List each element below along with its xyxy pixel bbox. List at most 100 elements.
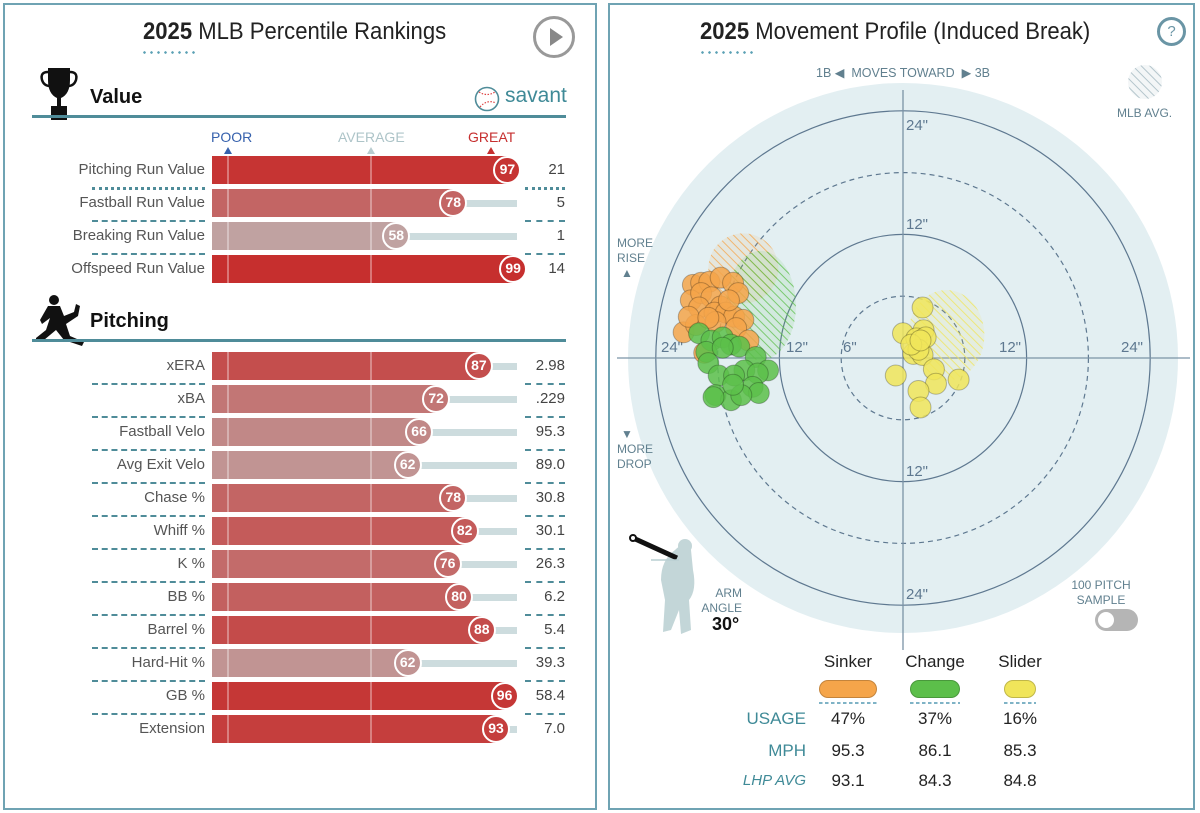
- mlb-avg-legend-icon: [1128, 65, 1162, 99]
- percentile-track: [491, 627, 517, 634]
- lhp-avg-value: 84.3: [918, 771, 952, 790]
- title-underline: [141, 51, 195, 54]
- percentile-track: [457, 561, 517, 568]
- lhp-avg-value: 93.1: [831, 771, 865, 790]
- row-separator: [92, 253, 205, 255]
- ring-label: 24": [906, 586, 928, 603]
- sinker-pitch-point: [717, 289, 740, 312]
- ring-label: 12": [906, 216, 928, 233]
- row-separator: [525, 713, 565, 715]
- mph-value: 86.1: [918, 741, 952, 760]
- percentile-title: 2025 MLB Percentile Rankings: [143, 18, 447, 45]
- mph-label: MPH: [768, 741, 806, 760]
- row-separator: [92, 680, 205, 682]
- row-label: BB %: [167, 588, 205, 605]
- row-separator: [92, 647, 205, 649]
- percentile-track: [506, 726, 517, 733]
- movement-chart: 24" 12" 6" 12" 24" 24" 12" 12" 24": [617, 65, 1190, 650]
- stat-value: 5: [556, 194, 565, 211]
- scale-label-average: AVERAGE: [338, 129, 405, 145]
- percentile-badge: 87: [464, 352, 493, 380]
- percentile-bar: [212, 451, 408, 479]
- baseball-icon: [474, 86, 500, 112]
- help-button[interactable]: ?: [1157, 17, 1186, 46]
- row-separator: [525, 482, 565, 484]
- percentile-bar: [212, 418, 420, 446]
- usage-value: 37%: [917, 709, 953, 728]
- row-separator: [92, 614, 205, 616]
- stat-value: 6.2: [544, 588, 565, 605]
- stat-value: 30.1: [535, 522, 565, 539]
- row-separator: [525, 647, 565, 649]
- percentile-badge: 78: [439, 189, 468, 217]
- row-label: Barrel %: [147, 621, 205, 638]
- row-separator: [525, 680, 565, 682]
- mph-value: 85.3: [1003, 741, 1037, 760]
- change-pitch-point: [702, 386, 725, 409]
- row-label: Fastball Velo: [119, 423, 205, 440]
- percentile-track: [406, 233, 517, 240]
- percentile-bar: [212, 649, 408, 677]
- pitch-color-swatch: [819, 680, 877, 698]
- row-separator: [92, 449, 205, 451]
- stat-value: .229: [535, 390, 565, 407]
- percentile-bar: [212, 385, 437, 413]
- row-separator: [525, 614, 565, 616]
- direction-label: 1B ◀ MOVES TOWARD ▶ 3B: [816, 66, 990, 80]
- percentile-badge: 80: [445, 583, 473, 611]
- percentile-track: [417, 462, 517, 469]
- row-label: xERA: [166, 357, 205, 374]
- row-separator: [525, 416, 565, 418]
- percentile-badge: 82: [450, 517, 479, 545]
- percentile-badge: 76: [433, 550, 462, 578]
- play-icon: [550, 28, 563, 46]
- arm-angle-pitcher-icon: [629, 534, 695, 634]
- percentile-bar: [212, 352, 479, 380]
- percentile-track: [463, 200, 517, 207]
- percentile-badge: 97: [493, 156, 522, 184]
- change-pitch-point: [722, 373, 745, 396]
- pitch-name: Slider: [998, 652, 1042, 671]
- percentile-badge: 62: [393, 649, 422, 677]
- mlb-avg-label: MLB AVG.: [1117, 106, 1173, 120]
- stat-value: 5.4: [544, 621, 565, 638]
- row-separator: [525, 253, 565, 255]
- percentile-bar: [212, 583, 459, 611]
- lhp-avg-value: 84.8: [1003, 771, 1037, 790]
- ring-label: 12": [906, 463, 928, 480]
- percentile-bar: [212, 189, 454, 217]
- arm-angle-label: ARM ANGLE: [701, 586, 742, 615]
- arrow-up-icon: ▲: [621, 266, 633, 280]
- slider-pitch-point: [884, 364, 907, 387]
- arrow-right-icon: ▶: [961, 66, 972, 80]
- stat-value: 39.3: [535, 654, 565, 671]
- percentile-bar: [212, 682, 505, 710]
- slider-pitch-point: [947, 368, 970, 391]
- percentile-track: [429, 429, 517, 436]
- row-separator: [92, 482, 205, 484]
- row-label: Whiff %: [153, 522, 205, 539]
- row-label: xBA: [177, 390, 205, 407]
- pitch-sample-toggle[interactable]: [1095, 609, 1138, 631]
- play-button[interactable]: [533, 16, 575, 58]
- mph-value: 95.3: [831, 741, 865, 760]
- percentile-bar: [212, 255, 514, 283]
- scale-markers: [224, 147, 495, 154]
- row-separator: [92, 383, 205, 385]
- savant-logo-text: savant: [505, 84, 567, 107]
- percentile-bar: [212, 550, 448, 578]
- slider-pitch-point: [909, 329, 932, 352]
- pitcher-icon: [36, 295, 84, 346]
- percentile-track: [474, 528, 517, 535]
- stat-value: 7.0: [544, 720, 565, 737]
- percentile-badge: 72: [422, 385, 451, 413]
- row-separator: [92, 220, 205, 222]
- arm-angle-value: 30°: [712, 614, 740, 634]
- more-drop-label: ▼ MORE DROP: [617, 427, 653, 471]
- percentile-track: [463, 495, 517, 502]
- row-label: Avg Exit Velo: [116, 456, 205, 473]
- row-separator: [525, 383, 565, 385]
- great-marker-icon: [487, 147, 495, 154]
- percentile-track: [446, 396, 517, 403]
- ring-label: 12": [999, 339, 1021, 356]
